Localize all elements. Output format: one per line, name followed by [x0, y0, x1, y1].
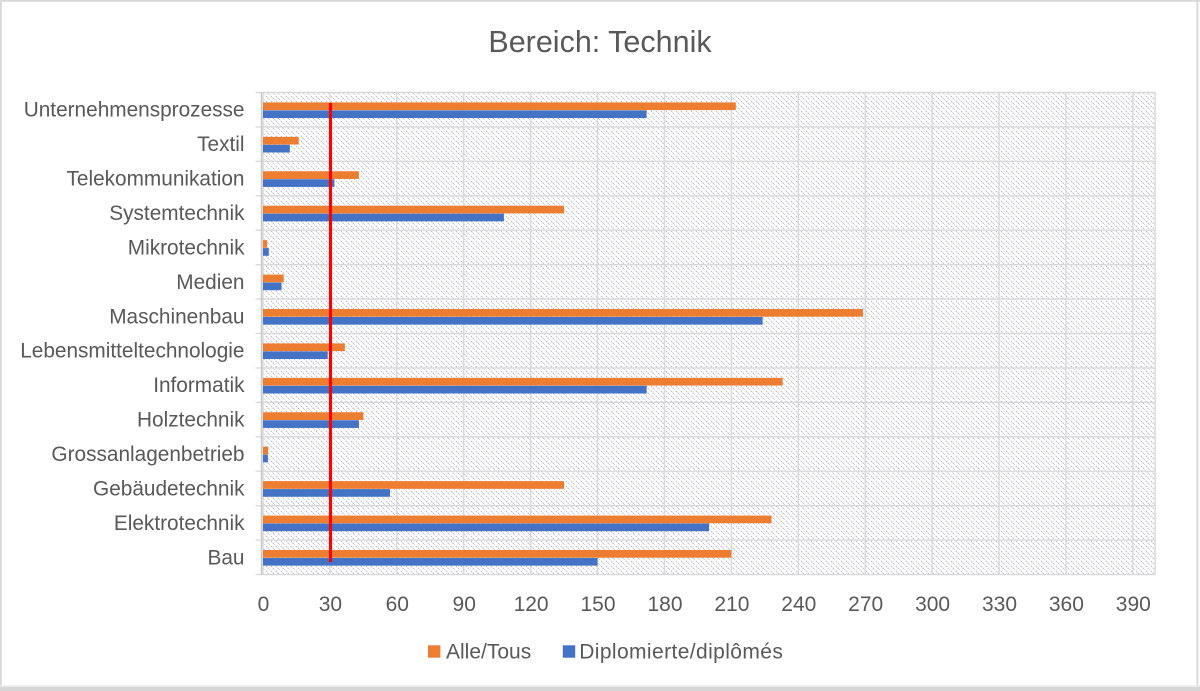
svg-text:Grossanlagenbetrieb: Grossanlagenbetrieb	[51, 443, 244, 466]
svg-text:Telekommunikation: Telekommunikation	[66, 168, 244, 191]
svg-text:120: 120	[514, 593, 549, 616]
svg-text:300: 300	[915, 593, 950, 616]
svg-text:90: 90	[453, 593, 476, 616]
svg-text:Lebensmitteltechnologie: Lebensmitteltechnologie	[20, 340, 244, 363]
svg-text:Bau: Bau	[207, 546, 244, 569]
svg-text:Systemtechnik: Systemtechnik	[109, 202, 245, 225]
svg-text:Unternehmensprozesse: Unternehmensprozesse	[24, 99, 245, 122]
svg-text:Bereich: Technik: Bereich: Technik	[488, 25, 712, 59]
svg-text:360: 360	[1049, 593, 1084, 616]
svg-text:0: 0	[258, 593, 270, 616]
svg-text:Maschinenbau: Maschinenbau	[109, 305, 244, 328]
svg-text:270: 270	[848, 593, 883, 616]
svg-text:Alle/Tous: Alle/Tous	[446, 641, 531, 664]
svg-text:Medien: Medien	[176, 271, 244, 294]
svg-text:180: 180	[647, 593, 682, 616]
svg-text:Mikrotechnik: Mikrotechnik	[128, 236, 245, 259]
svg-text:Holztechnik: Holztechnik	[137, 409, 245, 432]
svg-text:330: 330	[982, 593, 1017, 616]
svg-text:210: 210	[714, 593, 749, 616]
svg-text:Informatik: Informatik	[153, 374, 245, 397]
svg-text:390: 390	[1116, 593, 1151, 616]
svg-text:Gebäudetechnik: Gebäudetechnik	[93, 477, 245, 500]
svg-text:150: 150	[580, 593, 615, 616]
svg-text:30: 30	[319, 593, 342, 616]
svg-text:Elektrotechnik: Elektrotechnik	[114, 512, 245, 535]
svg-text:240: 240	[781, 593, 816, 616]
svg-text:Textil: Textil	[197, 133, 244, 156]
svg-text:Diplomierte/diplômés: Diplomierte/diplômés	[579, 641, 783, 664]
svg-text:60: 60	[386, 593, 409, 616]
